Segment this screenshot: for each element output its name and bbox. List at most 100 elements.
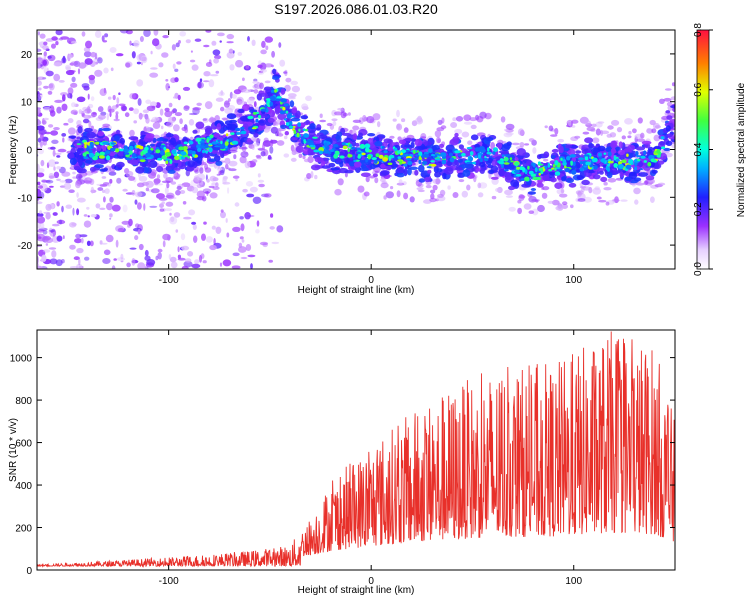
spectrogram-speckle [41, 58, 49, 67]
spectrogram-speckle [279, 59, 286, 67]
spectrogram-speckle [418, 178, 426, 183]
spectrogram-core [514, 161, 520, 166]
spectrogram-core [537, 163, 544, 166]
spectrogram-speckle [37, 226, 45, 230]
spectrogram-core [536, 176, 542, 181]
spectrogram-core [364, 143, 371, 149]
spectrogram-speckle [168, 144, 174, 151]
spectrogram-speckle [459, 164, 469, 169]
spectrogram-speckle [246, 98, 255, 104]
spectrogram-speckle [353, 161, 362, 168]
spectrogram-speckle [71, 102, 76, 108]
spectrogram-speckle [157, 252, 162, 260]
colorbar-tick-label: 0.6 [693, 82, 704, 96]
spectrogram-speckle [240, 151, 249, 158]
spectrogram-speckle [106, 202, 113, 211]
spectrogram-speckle [104, 33, 109, 38]
spectrogram-speckle [203, 44, 210, 48]
spectrogram-core [532, 162, 536, 168]
spectrogram-speckle [192, 129, 198, 134]
spectrogram-speckle [442, 172, 447, 180]
spectrogram-speckle [557, 138, 565, 143]
spectrogram-speckle [595, 143, 600, 147]
spectrogram-speckle [219, 40, 222, 43]
spectrogram-speckle [295, 145, 304, 153]
spectrogram-core [208, 143, 213, 146]
spectrogram-speckle [56, 155, 61, 158]
spectrogram-core [401, 149, 407, 154]
spectrogram-core [110, 147, 117, 152]
spectrogram-speckle [328, 162, 336, 168]
spectrogram-speckle [156, 193, 165, 200]
spectrogram-speckle [559, 193, 568, 198]
spectrogram-speckle [320, 160, 326, 167]
spectrogram-speckle [202, 151, 210, 158]
spectrogram-speckle [664, 88, 672, 91]
spectrogram-speckle [76, 263, 83, 269]
spectrogram-speckle [156, 174, 161, 180]
spectrogram-core [474, 147, 481, 152]
spectrogram-speckle [208, 117, 216, 123]
spectrogram-speckle [94, 164, 104, 169]
spectrogram-speckle [166, 182, 170, 189]
spectrogram-speckle [129, 159, 139, 166]
spectrogram-core [240, 126, 245, 130]
spectrogram-core [356, 147, 361, 151]
spectrogram-speckle [228, 160, 238, 167]
colorbar-tick-label: 0.2 [693, 202, 704, 216]
spectrogram-speckle [528, 210, 535, 214]
spectrogram-core [289, 112, 292, 116]
spectrogram-speckle [149, 143, 156, 147]
spectrogram-core [441, 156, 447, 159]
spectrogram-core [393, 147, 398, 152]
spectrogram-speckle [603, 187, 612, 191]
spectrogram-speckle [551, 199, 560, 206]
colorbar-label: Normalized spectral amplitude [736, 82, 747, 217]
spectrogram-speckle [59, 219, 62, 225]
spectrogram-speckle [617, 149, 626, 155]
spectrogram-speckle [162, 35, 169, 39]
spectrogram-speckle [367, 133, 376, 137]
spectrogram-speckle [82, 118, 90, 124]
spectrogram-speckle [235, 59, 244, 68]
spectrogram-speckle [61, 103, 68, 112]
spectrogram-speckle [45, 203, 52, 211]
spectrogram-speckle [170, 261, 178, 269]
spectrogram-core [349, 144, 353, 148]
spectrogram-core [302, 133, 310, 138]
colorbar-tick-label: 0.4 [693, 142, 704, 156]
spectrogram-speckle [253, 142, 261, 147]
spectrogram-speckle [121, 220, 130, 225]
spectrogram-speckle [244, 160, 251, 169]
spectrogram-speckle [260, 151, 266, 157]
spectrogram-speckle [191, 186, 199, 194]
spectrogram-speckle [76, 120, 82, 126]
spectrogram-speckle [174, 112, 182, 117]
spectrogram-speckle [144, 265, 148, 269]
spectrogram-core [88, 152, 95, 158]
spectrogram-speckle [62, 235, 65, 240]
spectrogram-speckle [131, 189, 136, 196]
spectrogram-speckle [271, 50, 275, 58]
spectrogram-speckle [208, 158, 217, 162]
spectrogram-speckle [111, 204, 121, 212]
spectrogram-core [303, 140, 307, 144]
spectrogram-speckle [277, 129, 282, 136]
spectrogram-core [288, 121, 293, 126]
spectrogram-speckle [334, 188, 342, 196]
spectrogram-core [656, 149, 661, 154]
spectrogram-speckle [355, 142, 360, 147]
spectrogram-core [572, 161, 576, 166]
spectrogram-speckle [310, 164, 321, 171]
spectrogram-speckle [178, 40, 181, 44]
spectrogram-core [217, 139, 221, 142]
spectrogram-speckle [61, 259, 65, 264]
spectrogram-core [102, 141, 109, 145]
spectrogram-speckle [50, 130, 59, 136]
spectrogram-speckle [264, 193, 272, 198]
spectrogram-speckle [360, 164, 367, 169]
spectrogram-core [110, 142, 116, 145]
spectrogram-core [330, 149, 334, 153]
spectrogram-speckle [505, 195, 513, 198]
